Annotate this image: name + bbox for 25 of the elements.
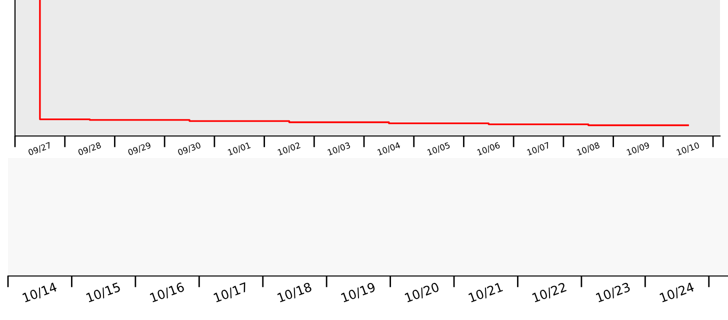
x-tick-label: 09/29 [128, 142, 152, 156]
category-label: 10/14 [22, 282, 58, 304]
x-tick-label: 10/01 [228, 142, 251, 156]
category-label: 10/19 [340, 282, 376, 304]
category-label: 10/22 [532, 282, 567, 304]
x-tick-label: 10/04 [377, 142, 401, 156]
x-tick-label: 10/10 [676, 142, 700, 156]
category-label: 10/15 [86, 282, 122, 304]
x-tick-label: 10/02 [277, 142, 301, 156]
x-tick-label: 10/08 [576, 142, 600, 156]
category-label: 10/18 [277, 282, 312, 304]
category-label: 10/24 [659, 282, 695, 304]
category-label: 10/17 [213, 282, 249, 304]
category-label: 10/16 [150, 282, 186, 304]
x-tick-label: 10/05 [427, 142, 450, 156]
x-tick-label: 10/03 [327, 142, 351, 156]
x-tick-label: 09/30 [177, 142, 202, 156]
x-tick-label: 09/27 [28, 142, 52, 156]
x-tick-label: 10/06 [476, 142, 500, 156]
category-label: 10/20 [404, 282, 440, 304]
category-label: 10/23 [596, 282, 631, 304]
category-label: 10/21 [468, 282, 504, 304]
x-tick-label: 09/28 [78, 142, 102, 156]
x-tick-label: 10/09 [626, 142, 650, 156]
x-tick-label: 10/07 [526, 142, 550, 156]
